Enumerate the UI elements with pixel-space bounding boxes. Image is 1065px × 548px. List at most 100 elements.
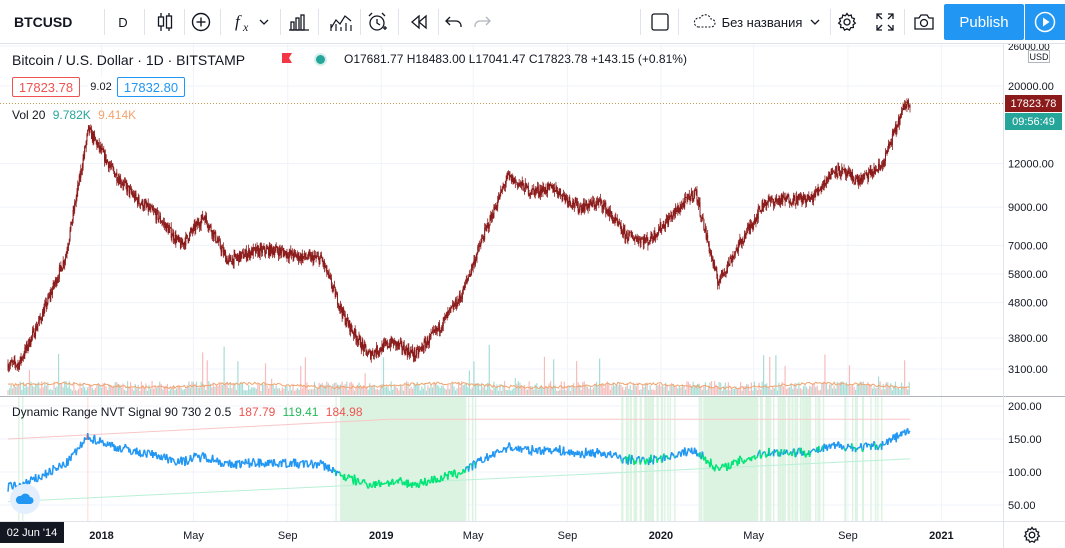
layout-button[interactable] bbox=[646, 0, 674, 44]
volume-bar bbox=[865, 385, 867, 395]
price-candle bbox=[22, 357, 24, 359]
nvt-label[interactable]: Dynamic Range NVT Signal 90 730 2 0.5 bbox=[12, 405, 232, 419]
play-button[interactable] bbox=[1025, 4, 1065, 40]
nvt-band bbox=[356, 397, 358, 521]
volume-label[interactable]: Vol 20 bbox=[12, 108, 46, 122]
currency-label[interactable]: USD bbox=[1028, 50, 1050, 63]
series-title[interactable]: Bitcoin / U.S. Dollar · 1D · BITSTAMP bbox=[12, 52, 246, 68]
price-candle bbox=[598, 201, 600, 203]
nvt-line-segment bbox=[125, 445, 128, 448]
time-tick-label: Sep bbox=[278, 530, 298, 542]
nvt-band bbox=[420, 397, 422, 521]
price-candle bbox=[93, 134, 95, 142]
price-candle bbox=[579, 206, 581, 207]
price-candle bbox=[124, 180, 126, 182]
volume-bar bbox=[563, 381, 565, 395]
nvt-line-segment bbox=[155, 452, 158, 458]
price-tick-label: 12000.00 bbox=[1008, 159, 1054, 171]
fullscreen-button[interactable] bbox=[870, 0, 900, 44]
undo-button[interactable] bbox=[440, 0, 468, 44]
interval-button[interactable]: D bbox=[108, 0, 138, 44]
volume-bar bbox=[15, 386, 17, 395]
price-candle bbox=[225, 252, 227, 263]
alert-button[interactable] bbox=[362, 0, 392, 44]
price-candle bbox=[609, 210, 611, 214]
financials-button[interactable] bbox=[284, 0, 314, 44]
replay-button[interactable] bbox=[404, 0, 434, 44]
time-axis[interactable]: 2018 May Sep 2019 May Sep 2020 May Sep 2021 bbox=[89, 530, 953, 542]
price-candle bbox=[796, 196, 798, 204]
symbol-search-button[interactable]: BTCUSD bbox=[0, 0, 102, 44]
chart-type-button[interactable] bbox=[150, 0, 180, 44]
flag-icon[interactable] bbox=[282, 53, 292, 64]
price-candle bbox=[548, 184, 550, 187]
volume-bar bbox=[24, 387, 26, 395]
price-candle bbox=[173, 240, 175, 242]
price-candle bbox=[681, 202, 683, 206]
layout-square-icon bbox=[651, 13, 669, 31]
price-candle bbox=[414, 350, 416, 358]
redo-button[interactable] bbox=[468, 0, 496, 44]
nvt-band bbox=[421, 397, 424, 521]
price-candle bbox=[433, 329, 435, 331]
price-candle bbox=[100, 145, 102, 151]
volume-bar bbox=[418, 384, 420, 395]
settings-button[interactable] bbox=[832, 0, 862, 44]
price-candle bbox=[170, 227, 172, 238]
volume-bar bbox=[11, 388, 14, 395]
volume-bar bbox=[283, 388, 285, 395]
price-candle bbox=[25, 343, 27, 350]
price-candle bbox=[730, 257, 732, 259]
volume-ma-value: 9.414K bbox=[98, 108, 137, 122]
buy-price-box[interactable]: 17832.80 bbox=[117, 77, 185, 97]
nvt-line-segment bbox=[384, 482, 387, 485]
templates-button[interactable] bbox=[324, 0, 358, 44]
volume-bar bbox=[312, 389, 314, 395]
price-candle bbox=[533, 188, 535, 190]
sell-price-box[interactable]: 17823.78 bbox=[12, 77, 80, 97]
price-candle bbox=[87, 129, 89, 135]
price-candle bbox=[771, 197, 773, 199]
volume-bar bbox=[284, 385, 287, 395]
chevron-down-icon bbox=[810, 17, 820, 28]
volume-bar bbox=[781, 381, 783, 395]
price-candle bbox=[304, 252, 306, 258]
price-candle bbox=[302, 256, 304, 261]
nvt-line-segment bbox=[130, 452, 132, 455]
publish-button[interactable]: Publish bbox=[944, 4, 1024, 40]
nvt-line-segment bbox=[759, 457, 762, 459]
price-axis[interactable]: 26000.0020000.0012000.009000.007000.0058… bbox=[1008, 44, 1054, 376]
nvt-band bbox=[707, 397, 710, 521]
price-candle bbox=[635, 237, 637, 238]
chart-name-dropdown[interactable]: Без названия bbox=[684, 0, 828, 44]
nvt-band bbox=[382, 397, 385, 521]
price-candle bbox=[81, 169, 83, 171]
price-candle bbox=[588, 203, 590, 208]
price-candle bbox=[112, 166, 114, 169]
compare-button[interactable] bbox=[186, 0, 216, 44]
volume-bar bbox=[286, 386, 288, 395]
scale-settings-icon[interactable] bbox=[1022, 526, 1042, 544]
price-candle bbox=[148, 206, 150, 211]
nvt-line-segment bbox=[341, 474, 344, 477]
volume-bar bbox=[467, 387, 469, 395]
chart-area[interactable]: 26000.0020000.0012000.009000.007000.0058… bbox=[0, 44, 1065, 548]
price-candle bbox=[313, 257, 315, 263]
price-candle bbox=[451, 306, 453, 308]
volume-bar bbox=[516, 383, 518, 395]
price-candle bbox=[240, 254, 242, 260]
volume-bar bbox=[202, 352, 204, 395]
price-candle bbox=[185, 235, 187, 246]
price-candle bbox=[214, 231, 216, 234]
volume-bar bbox=[634, 384, 636, 395]
nvt-line-segment bbox=[464, 469, 467, 473]
time-tick-label: 2018 bbox=[89, 530, 113, 542]
nvt-line-segment bbox=[357, 478, 360, 484]
volume-bar bbox=[366, 386, 368, 395]
price-candle bbox=[197, 221, 199, 226]
nvt-band bbox=[736, 397, 738, 521]
snapshot-button[interactable] bbox=[908, 0, 940, 44]
volume-bar bbox=[772, 386, 774, 395]
